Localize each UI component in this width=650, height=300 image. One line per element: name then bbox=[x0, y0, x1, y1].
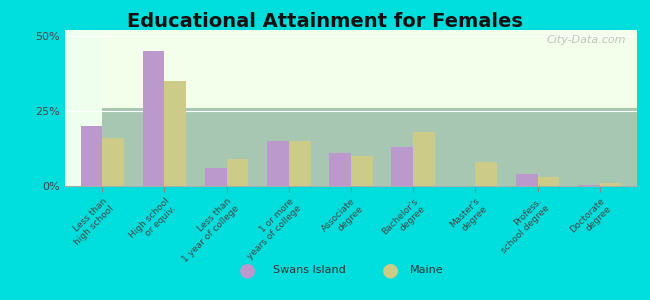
Bar bbox=[164, 81, 187, 186]
Bar bbox=[102, 138, 124, 186]
Text: Educational Attainment for Females: Educational Attainment for Females bbox=[127, 12, 523, 31]
Text: City-Data.com: City-Data.com bbox=[546, 35, 625, 45]
Text: Maine: Maine bbox=[410, 265, 443, 275]
Bar bbox=[143, 51, 164, 186]
Bar bbox=[289, 141, 311, 186]
Bar bbox=[600, 183, 621, 186]
Bar bbox=[81, 126, 102, 186]
Bar bbox=[391, 147, 413, 186]
Bar bbox=[475, 162, 497, 186]
Bar bbox=[578, 184, 600, 186]
Text: Swans Island: Swans Island bbox=[273, 265, 346, 275]
Bar bbox=[351, 156, 372, 186]
Bar bbox=[413, 132, 435, 186]
Bar bbox=[330, 153, 351, 186]
Text: ●: ● bbox=[382, 260, 398, 280]
Bar bbox=[515, 174, 538, 186]
Bar bbox=[267, 141, 289, 186]
Text: ●: ● bbox=[239, 260, 255, 280]
Bar bbox=[205, 168, 227, 186]
Bar bbox=[227, 159, 248, 186]
Bar bbox=[538, 177, 559, 186]
